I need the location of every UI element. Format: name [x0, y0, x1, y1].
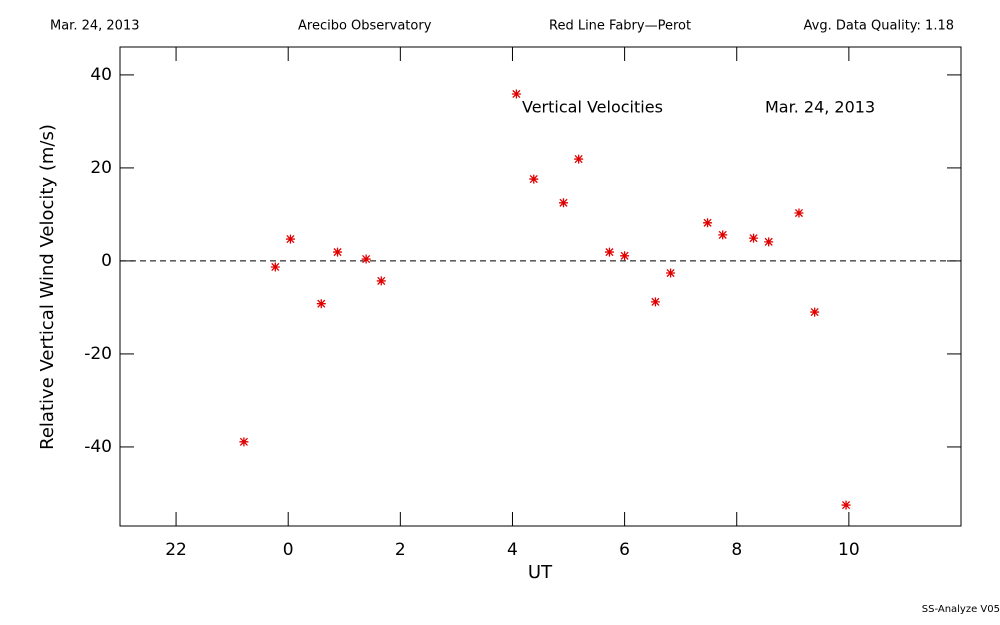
data-point: [361, 254, 371, 264]
header-quality: Avg. Data Quality: 1.18: [804, 19, 954, 34]
data-point: [620, 251, 630, 261]
y-tick-label: 20: [90, 158, 112, 178]
y-tick-label: 40: [90, 65, 112, 85]
data-point: [529, 174, 539, 184]
data-point: [764, 237, 774, 247]
data-point: [794, 208, 804, 218]
data-point: [574, 154, 584, 164]
data-point: [376, 276, 386, 286]
data-point: [703, 218, 713, 228]
annotation: Vertical Velocities: [522, 98, 663, 117]
y-tick-label: -20: [84, 344, 112, 364]
data-point: [316, 299, 326, 309]
data-point: [285, 234, 295, 244]
data-point: [841, 500, 851, 510]
annotation: Mar. 24, 2013: [765, 98, 875, 117]
data-point: [650, 297, 660, 307]
data-point: [604, 247, 614, 257]
x-tick-label: 0: [283, 540, 294, 560]
x-tick-label: 10: [838, 540, 860, 560]
data-point: [558, 198, 568, 208]
header-date: Mar. 24, 2013: [50, 19, 140, 34]
y-tick-label: -40: [84, 437, 112, 457]
data-point: [666, 268, 676, 278]
x-tick-label: 8: [731, 540, 742, 560]
header-site: Arecibo Observatory: [298, 19, 432, 34]
y-axis-label: Relative Vertical Wind Velocity (m/s): [37, 124, 58, 450]
data-point: [749, 233, 759, 243]
footer: SS-Analyze V05: [922, 604, 1000, 615]
data-point: [718, 230, 728, 240]
data-point: [810, 307, 820, 317]
plot-frame: [119, 46, 962, 527]
x-tick-label: 22: [165, 540, 187, 560]
data-point: [333, 247, 343, 257]
x-tick-label: 4: [507, 540, 518, 560]
data-point: [511, 89, 521, 99]
y-tick-label: 0: [101, 251, 112, 271]
data-point: [239, 437, 249, 447]
x-tick-label: 2: [395, 540, 406, 560]
header-instrument: Red Line Fabry—Perot: [549, 19, 691, 34]
x-axis-label: UT: [528, 562, 553, 583]
x-tick-label: 6: [619, 540, 630, 560]
data-point: [270, 262, 280, 272]
